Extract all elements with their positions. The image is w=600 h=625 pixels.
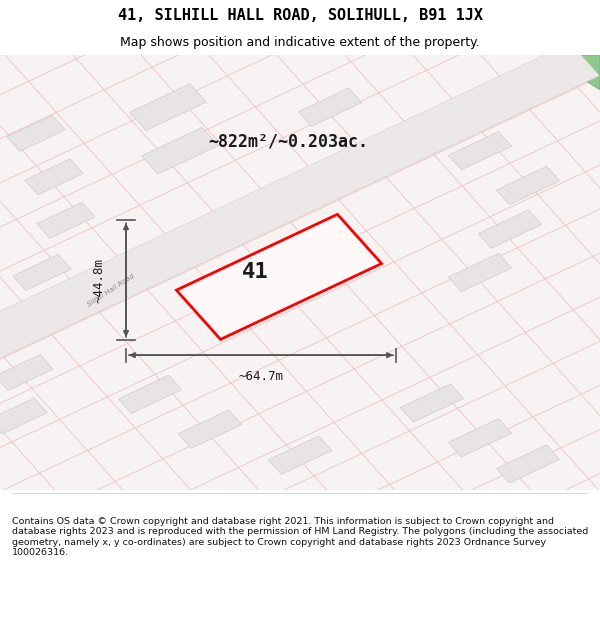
Text: 41: 41 [242,262,268,282]
Polygon shape [376,114,440,152]
Polygon shape [448,253,512,292]
Text: Map shows position and indicative extent of the property.: Map shows position and indicative extent… [120,36,480,49]
Polygon shape [0,43,599,502]
Polygon shape [496,445,560,483]
Polygon shape [37,202,95,238]
Polygon shape [268,436,332,474]
Polygon shape [178,410,242,448]
Polygon shape [1,307,59,342]
Text: ~64.7m: ~64.7m [239,371,284,383]
Polygon shape [130,84,206,131]
Polygon shape [25,159,83,195]
Polygon shape [118,375,182,414]
Text: Contains OS data © Crown copyright and database right 2021. This information is : Contains OS data © Crown copyright and d… [12,517,588,558]
Polygon shape [176,214,382,339]
Polygon shape [0,354,53,391]
Text: ~44.8m: ~44.8m [92,258,106,302]
Polygon shape [142,127,218,174]
Text: Silhill Hall Road: Silhill Hall Road [86,272,136,308]
Polygon shape [13,254,71,291]
Polygon shape [558,55,600,90]
Polygon shape [298,88,362,126]
Polygon shape [400,384,464,422]
Polygon shape [7,116,65,151]
Polygon shape [496,166,560,204]
Polygon shape [448,131,512,170]
Polygon shape [448,419,512,457]
Polygon shape [0,398,47,434]
Text: 41, SILHILL HALL ROAD, SOLIHULL, B91 1JX: 41, SILHILL HALL ROAD, SOLIHULL, B91 1JX [118,8,482,23]
Text: ~822m²/~0.203ac.: ~822m²/~0.203ac. [208,133,368,151]
Polygon shape [478,210,542,248]
